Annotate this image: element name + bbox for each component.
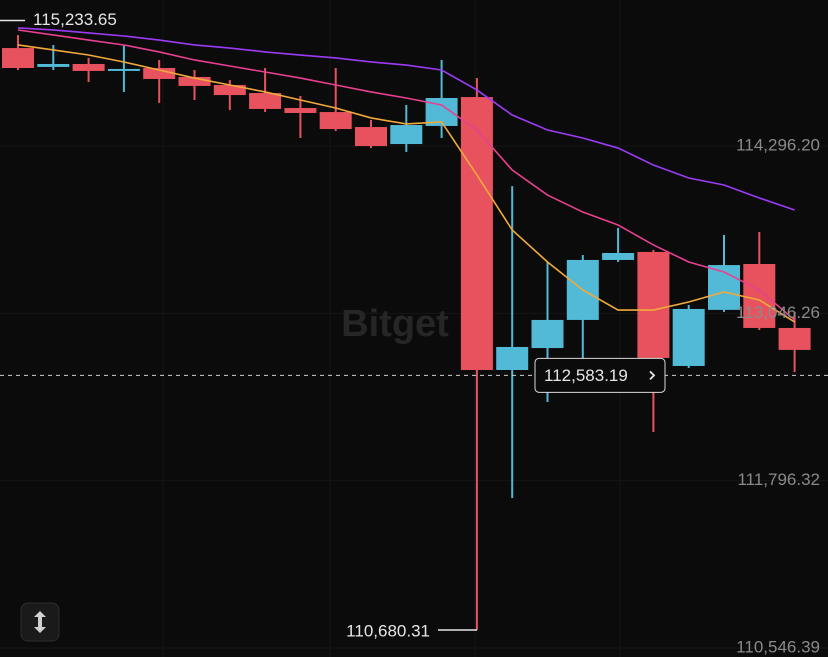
last-price-tag [534,357,666,393]
candle-body [602,253,635,260]
candle-body [778,327,811,350]
candle-body [743,263,776,328]
last-price-label: 112,583.19 [544,366,628,385]
overlay: 114,296.20 113,046.26 111,796.32 110,546.39… [0,10,828,656]
expand-icon [34,611,46,633]
candle-body [355,127,387,147]
candle-body [531,319,564,349]
y-tick-label: 111,796.32 [737,470,820,489]
candle-body [107,68,140,71]
candle-body [213,85,246,96]
candle-body [390,125,423,145]
ma-line [17,44,796,323]
candle-body [249,93,282,109]
expand-button[interactable] [20,602,60,642]
y-tick-label: 113,046.26 [736,303,820,322]
candle-body [284,108,317,113]
ma-line [17,29,796,321]
plot [2,27,811,630]
ma-line [17,27,795,211]
y-tick-label: 114,296.20 [736,136,820,155]
candle-body [496,346,529,370]
candle-body [319,112,352,130]
candle-body [2,48,34,69]
candle-body [672,308,705,366]
candle-body [637,251,670,358]
min-label: 110,680.31 [346,622,430,641]
candle-body [460,97,493,370]
candle-body [143,68,176,79]
tag-chevron [649,370,656,380]
watermark: Bitget [341,303,449,345]
y-tick-label: 110,546.39 [736,637,820,656]
max-label: 115,233.65 [33,10,117,29]
candle-body [37,63,70,67]
candle-body [72,63,105,71]
candle-body [178,76,211,86]
